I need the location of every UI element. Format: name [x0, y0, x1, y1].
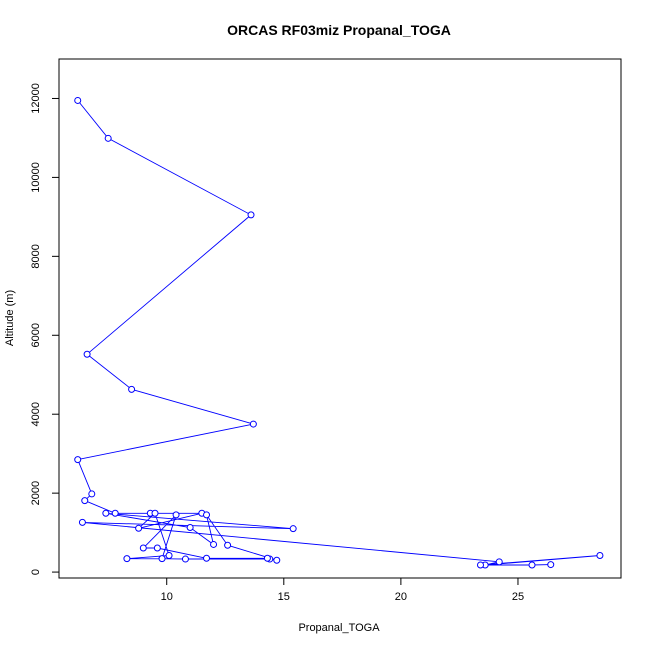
y-axis: 0 2000 4000 6000 8000 10000 12000	[30, 83, 60, 575]
y-tick-label: 12000	[30, 83, 42, 114]
data-point	[81, 497, 89, 505]
data-point	[83, 350, 91, 358]
data-point	[88, 490, 96, 498]
x-axis-label: Propanal_TOGA	[298, 622, 380, 634]
data-point	[263, 554, 271, 562]
y-axis-label: Altitude (m)	[4, 290, 16, 346]
y-tick-label: 2000	[30, 481, 42, 505]
data-series	[74, 96, 604, 569]
series-line	[77, 100, 600, 566]
data-point	[74, 456, 82, 464]
data-point	[128, 385, 136, 393]
data-point	[78, 518, 86, 526]
data-point	[165, 552, 173, 560]
x-tick-label: 25	[512, 591, 524, 603]
data-point	[186, 523, 194, 531]
data-point	[477, 561, 484, 569]
data-point	[547, 561, 555, 569]
data-point	[210, 540, 218, 548]
y-tick-label: 8000	[30, 244, 42, 268]
data-point	[495, 558, 503, 566]
y-tick-label: 0	[30, 569, 42, 575]
y-tick-label: 6000	[30, 323, 42, 347]
chart-title: ORCAS RF03miz Propanal_TOGA	[227, 22, 451, 38]
data-point	[528, 561, 536, 569]
data-point	[158, 555, 166, 563]
plot-frame	[58, 58, 622, 579]
data-point	[249, 420, 257, 428]
data-point	[135, 524, 143, 532]
data-point	[111, 509, 119, 517]
data-point	[224, 541, 232, 549]
data-point	[153, 544, 161, 552]
data-point	[181, 555, 189, 563]
x-axis: 10 15 20 25	[161, 577, 524, 603]
x-tick-label: 10	[161, 591, 173, 603]
data-point	[123, 555, 131, 563]
x-tick-label: 20	[395, 591, 407, 603]
data-point	[151, 509, 159, 517]
data-point	[203, 511, 211, 519]
data-point	[104, 134, 112, 142]
data-point	[139, 544, 147, 552]
data-point	[596, 552, 604, 560]
data-point	[102, 509, 110, 517]
data-point	[203, 554, 211, 562]
x-tick-label: 15	[278, 591, 290, 603]
y-tick-label: 4000	[30, 402, 42, 426]
data-point	[74, 96, 82, 104]
data-point	[247, 211, 255, 219]
data-point	[273, 556, 281, 564]
data-point	[172, 511, 180, 519]
data-point	[289, 525, 297, 533]
y-tick-label: 10000	[30, 162, 42, 193]
